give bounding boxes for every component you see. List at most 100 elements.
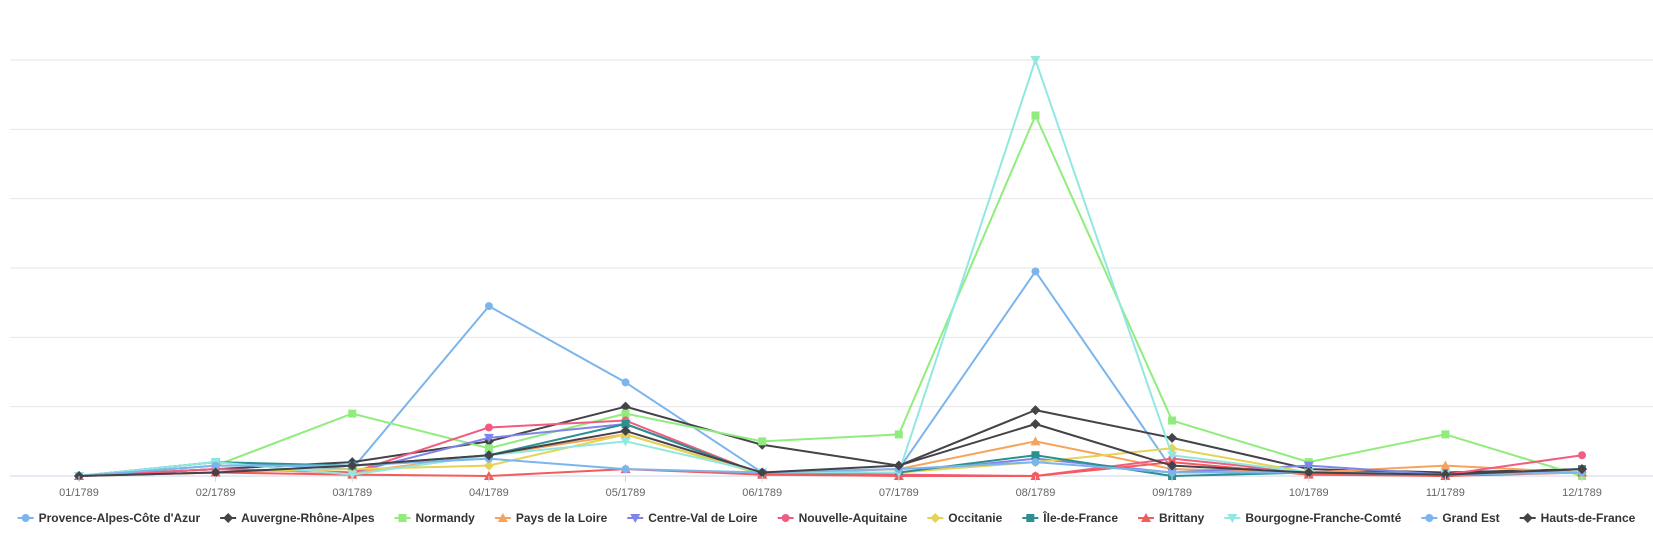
legend-item[interactable]: Brittany (1138, 511, 1205, 525)
data-point[interactable] (1030, 56, 1041, 65)
x-tick-label: 11/1789 (1426, 487, 1465, 499)
legend-marker (223, 513, 234, 523)
legend-marker (1227, 514, 1238, 523)
data-point[interactable] (1167, 432, 1178, 443)
data-point[interactable] (757, 467, 768, 478)
legend-item[interactable]: Occitanie (927, 511, 1003, 525)
data-point[interactable] (1167, 451, 1178, 461)
data-point[interactable] (1303, 461, 1314, 471)
data-point[interactable] (1031, 267, 1040, 276)
series-line (78, 270, 1583, 477)
legend-label: Nouvelle-Aquitaine (799, 511, 908, 525)
legend-item[interactable]: Grand Est (1421, 511, 1500, 525)
legend-label: Centre-Val de Loire (648, 511, 758, 525)
data-point[interactable] (484, 444, 493, 453)
legend-label: Île-de-France (1042, 510, 1118, 525)
data-point[interactable] (348, 409, 357, 418)
data-point[interactable] (1031, 458, 1040, 467)
legend-item[interactable]: Provence-Alpes-Côte d'Azur (17, 511, 201, 525)
x-axis: 01/1789 02/1789 03/1789 04/1789 05/1789 06/17… (59, 476, 1602, 499)
data-point[interactable] (893, 460, 904, 471)
x-tick-label: 02/1789 (196, 487, 236, 499)
legend-label: Bourgogne-Franche-Comté (1245, 511, 1401, 525)
legend-marker (1522, 513, 1533, 523)
data-point[interactable] (483, 433, 494, 443)
data-point[interactable] (1577, 464, 1587, 475)
data-point[interactable] (620, 437, 631, 447)
x-tick-label: 01/1789 (59, 487, 99, 499)
data-point[interactable] (1303, 467, 1314, 478)
x-tick-label: 05/1789 (606, 487, 646, 499)
series-line (78, 405, 1583, 477)
x-tick-label: 03/1789 (332, 487, 372, 499)
legend: Provence-Alpes-Côte d'Azur Auvergne-Rhône… (17, 510, 1636, 525)
data-point[interactable] (1168, 468, 1177, 477)
data-point[interactable] (483, 450, 494, 461)
data-point[interactable] (894, 430, 903, 439)
data-point[interactable] (1578, 451, 1586, 460)
data-point[interactable] (1440, 469, 1451, 480)
data-point[interactable] (1168, 416, 1177, 425)
data-point[interactable] (1440, 460, 1451, 470)
legend-marker (1425, 514, 1434, 522)
legend-label: Brittany (1159, 511, 1205, 525)
data-point[interactable] (483, 471, 494, 480)
gridlines (10, 59, 1653, 477)
x-tick-label: 09/1789 (1152, 487, 1192, 499)
data-point[interactable] (210, 467, 221, 478)
data-point[interactable] (484, 302, 493, 311)
data-point[interactable] (621, 420, 630, 428)
legend-marker (1026, 514, 1035, 522)
legend-label: Auvergne-Rhône-Alpes (241, 511, 375, 525)
legend-label: Occitanie (948, 511, 1002, 525)
data-point[interactable] (1030, 436, 1041, 446)
data-point[interactable] (211, 461, 220, 470)
data-point[interactable] (347, 460, 358, 471)
x-tick-label: 07/1789 (879, 487, 919, 499)
legend-marker (1141, 513, 1152, 522)
legend-marker (497, 513, 508, 522)
x-tick-label: 08/1789 (1016, 487, 1056, 499)
data-point[interactable] (621, 465, 630, 474)
legend-item[interactable]: Auvergne-Rhône-Alpes (220, 511, 375, 525)
legend-marker (930, 513, 941, 523)
legend-marker (781, 514, 790, 522)
series-line (78, 461, 1583, 477)
series-line (78, 423, 1583, 477)
data-point[interactable] (1030, 405, 1041, 416)
data-point[interactable] (484, 423, 493, 432)
x-tick-label: 10/1789 (1289, 487, 1329, 499)
data-point[interactable] (621, 409, 630, 418)
series-3 (75, 111, 1586, 480)
data-point[interactable] (1031, 451, 1040, 460)
legend-item[interactable]: Pays de la Loire (494, 511, 608, 525)
legend-item[interactable]: Île-de-France (1022, 510, 1118, 525)
legend-label: Provence-Alpes-Côte d'Azur (39, 511, 201, 525)
data-point[interactable] (758, 437, 767, 446)
data-point[interactable] (347, 470, 358, 480)
legend-marker (398, 514, 407, 522)
series-line (78, 114, 1583, 477)
legend-item[interactable]: Centre-Val de Loire (627, 511, 758, 525)
legend-item[interactable]: Normandy (394, 511, 476, 525)
data-point[interactable] (1030, 471, 1041, 480)
data-point[interactable] (1441, 430, 1450, 439)
data-point[interactable] (1030, 419, 1041, 429)
legend-item[interactable]: Hauts-de-France (1519, 511, 1636, 525)
series-12 (74, 419, 1587, 481)
legend-label: Pays de la Loire (516, 511, 608, 525)
data-point[interactable] (1167, 460, 1178, 471)
data-point[interactable] (621, 378, 630, 387)
data-point[interactable] (620, 401, 631, 412)
legend-label: Normandy (416, 511, 476, 525)
data-point[interactable] (1031, 111, 1040, 120)
legend-label: Grand Est (1442, 511, 1499, 525)
legend-label: Hauts-de-France (1541, 511, 1636, 525)
legend-item[interactable]: Nouvelle-Aquitaine (777, 511, 908, 525)
legend-item[interactable]: Bourgogne-Franche-Comté (1224, 511, 1402, 525)
data-point[interactable] (620, 425, 631, 436)
data-point[interactable] (483, 460, 494, 471)
x-tick-label: 06/1789 (742, 487, 782, 499)
